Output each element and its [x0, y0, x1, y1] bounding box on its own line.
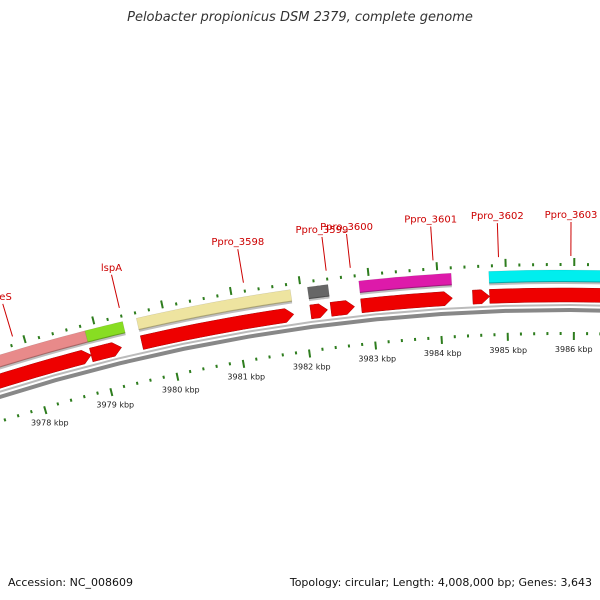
- lower-tick: [228, 362, 232, 366]
- upper-tick: [435, 262, 439, 271]
- gene-leader-line: [111, 274, 120, 308]
- gene-bar-Ppro_3599[interactable]: [307, 284, 330, 300]
- lower-tick: [43, 406, 48, 415]
- lower-tick: [175, 372, 180, 381]
- genome-title: Pelobacter propionicus DSM 2379, complet…: [127, 10, 473, 25]
- gene-label-Ppro_3600[interactable]: Ppro_3600: [320, 222, 373, 233]
- gene-bar-lspA[interactable]: [84, 321, 126, 343]
- gene-bar-shadow: [0, 341, 89, 370]
- lower-tick: [16, 413, 20, 418]
- gene-label-ileS[interactable]: ileS: [0, 292, 12, 303]
- gene-leader-line: [321, 236, 327, 271]
- scale-label: 3985 kbp: [489, 346, 527, 355]
- lower-tick: [308, 349, 312, 358]
- gene-track: [0, 269, 600, 370]
- lower-tick: [440, 335, 443, 345]
- gene-bar-shadow: [359, 284, 452, 295]
- gene-bar-Ppro_3603[interactable]: [488, 269, 600, 284]
- gene-bar-shadow: [138, 300, 293, 332]
- cds-arrow-5[interactable]: [360, 291, 453, 314]
- upper-tick: [51, 332, 55, 336]
- upper-tick: [188, 299, 192, 303]
- gene-leader-line: [237, 249, 244, 283]
- lower-tick: [29, 409, 33, 414]
- upper-tick: [133, 311, 137, 315]
- cds-arrow-0[interactable]: [0, 350, 92, 392]
- lower-tick: [241, 359, 246, 369]
- gene-label-lspA[interactable]: lspA: [101, 263, 122, 274]
- lower-tick: [56, 402, 60, 406]
- upper-tick: [160, 300, 164, 309]
- upper-tick: [37, 335, 41, 340]
- lower-tick: [109, 388, 114, 397]
- cds-arrow-1[interactable]: [89, 342, 122, 363]
- gene-bar-Ppro_3600[interactable]: [358, 273, 453, 294]
- gene-label-Ppro_3602[interactable]: Ppro_3602: [471, 211, 524, 222]
- lower-tick: [82, 394, 86, 399]
- gene-label-Ppro_3599[interactable]: Ppro_3599: [296, 225, 349, 236]
- lower-tick: [3, 418, 7, 422]
- upper-tick: [216, 294, 219, 298]
- gene-bar-shadow: [87, 332, 126, 345]
- upper-tick: [119, 314, 123, 318]
- lower-tick: [135, 381, 139, 385]
- upper-tick: [174, 302, 178, 306]
- cds-arrow-4[interactable]: [329, 300, 355, 317]
- upper-tick: [10, 343, 13, 348]
- scale-label: 3980 kbp: [162, 385, 200, 394]
- gene-bar-Ppro_3598[interactable]: [136, 289, 293, 331]
- lower-tick: [69, 398, 73, 402]
- cds-track: [0, 287, 600, 392]
- lower-tick: [149, 378, 152, 382]
- scale-label: 3983 kbp: [358, 354, 396, 363]
- genome-summary: Topology: circular; Length: 4,008,000 bp…: [289, 576, 592, 589]
- scale-label: 3979 kbp: [96, 401, 134, 410]
- upper-tick: [91, 316, 96, 325]
- scale-label: 3982 kbp: [293, 362, 331, 371]
- upper-tick: [202, 296, 205, 301]
- gene-leader-line: [430, 226, 434, 261]
- scale-labels: 3978 kbp 3979 kbp 3980 kbp 3981 kbp 3982 kbp…: [31, 345, 593, 427]
- lower-tick: [162, 375, 165, 379]
- lower-tick: [215, 364, 218, 368]
- upper-tick: [147, 308, 151, 312]
- accession-text: Accession: NC_008609: [8, 576, 134, 589]
- lower-tick: [202, 367, 205, 371]
- upper-tick: [297, 276, 301, 285]
- scale-label: 3986 kbp: [555, 345, 593, 354]
- lower-tick: [122, 384, 126, 389]
- gene-label-Ppro_3601[interactable]: Ppro_3601: [404, 214, 457, 225]
- gene-label-Ppro_3598[interactable]: Ppro_3598: [211, 237, 264, 248]
- upper-tick: [78, 324, 82, 329]
- gene-label-Ppro_3603[interactable]: Ppro_3603: [545, 210, 598, 221]
- lower-tick: [96, 391, 99, 395]
- scale-label: 3981 kbp: [227, 373, 265, 382]
- upper-tick: [65, 328, 68, 332]
- gene-leader-line: [496, 223, 499, 258]
- tick-marks: [3, 258, 600, 422]
- cds-arrow-3[interactable]: [309, 303, 328, 320]
- cds-arrow-7[interactable]: [489, 287, 600, 304]
- upper-tick: [229, 286, 233, 296]
- cds-arrow-2[interactable]: [140, 308, 295, 350]
- scale-label: 3984 kbp: [424, 349, 462, 358]
- gene-bar-shadow: [489, 281, 600, 286]
- upper-tick: [22, 335, 27, 344]
- upper-tick: [106, 317, 109, 322]
- lower-tick: [188, 369, 192, 374]
- upper-tick: [366, 267, 370, 277]
- lower-tick: [374, 341, 378, 350]
- gene-leader-line: [2, 303, 13, 337]
- gene-leader-line: [346, 233, 351, 268]
- gene-bar-shadow: [308, 295, 330, 302]
- scale-label: 3978 kbp: [31, 419, 69, 428]
- cds-arrow-6[interactable]: [472, 289, 491, 305]
